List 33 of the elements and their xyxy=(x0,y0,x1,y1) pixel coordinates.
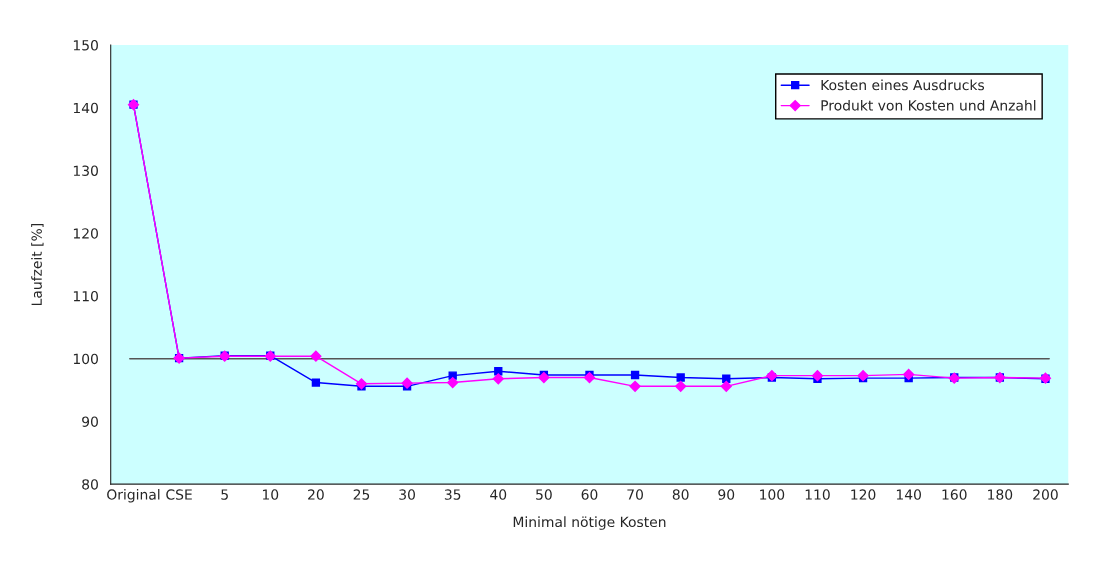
x-tick-label: 110 xyxy=(805,489,830,500)
x-tick-label: 180 xyxy=(988,489,1013,500)
x-tick-label: 140 xyxy=(896,489,921,500)
x-tick-label: CSE xyxy=(166,489,192,500)
legend-label: Kosten eines Ausdrucks xyxy=(821,79,985,91)
x-tick-label: 40 xyxy=(490,489,507,500)
x-tick-label: 100 xyxy=(760,489,785,500)
y-tick-label: 120 xyxy=(73,228,98,239)
x-tick-label: 20 xyxy=(308,489,324,500)
x-tick-label: 30 xyxy=(399,489,415,500)
x-tick-label: 200 xyxy=(1033,489,1058,500)
x-tick-label: 80 xyxy=(672,489,689,500)
y-tick-label: 140 xyxy=(73,102,98,114)
y-tick-label: 100 xyxy=(73,353,98,365)
x-axis-title: Minimal nötige Kosten xyxy=(513,516,666,530)
x-tick-label: 25 xyxy=(353,489,370,500)
y-tick-label: 150 xyxy=(73,40,98,51)
y-tick-label: 130 xyxy=(73,165,98,176)
y-tick-label: 110 xyxy=(73,290,98,302)
x-tick-label: 5 xyxy=(221,489,228,500)
x-tick-label: 60 xyxy=(581,489,598,500)
y-axis-title: Laufzeit [%] xyxy=(31,224,44,306)
x-tick-label: 10 xyxy=(262,489,279,500)
x-tick-label: 35 xyxy=(444,489,461,500)
y-tick-label: 80 xyxy=(82,479,98,490)
y-tick-label: 90 xyxy=(82,416,98,427)
x-tick-label: 70 xyxy=(627,489,643,500)
x-tick-label: 160 xyxy=(942,489,967,500)
x-tick-label: 90 xyxy=(718,489,735,500)
x-tick-label: Original xyxy=(107,489,160,503)
x-tick-label: 120 xyxy=(851,489,876,500)
legend-label: Produkt von Kosten und Anzahl xyxy=(821,99,1036,111)
x-tick-label: 50 xyxy=(536,489,552,500)
